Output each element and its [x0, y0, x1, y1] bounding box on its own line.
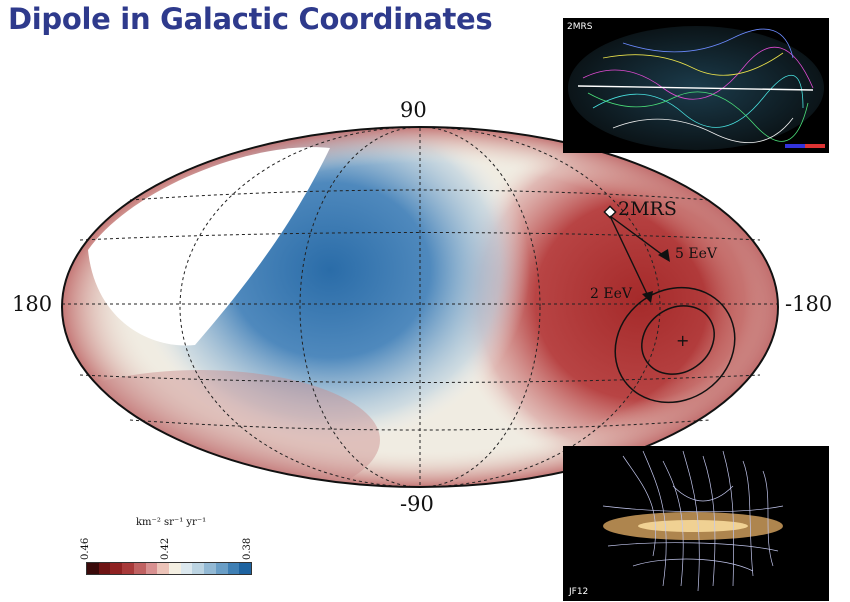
colorbar-swatch	[98, 563, 111, 574]
colorbar-swatch	[192, 563, 205, 574]
colorbar-tick-right: 0.38	[242, 537, 253, 560]
colorbar-tick-mid: 0.42	[160, 537, 171, 560]
lat-top-label: 90	[400, 98, 427, 122]
dipole-contours: +	[614, 286, 736, 404]
arrow-5eev	[609, 215, 665, 257]
lon-left-label: 180	[12, 292, 53, 316]
colorbar-swatch	[145, 563, 158, 574]
colorbar-unit: km⁻² sr⁻¹ yr⁻¹	[136, 517, 207, 528]
colorbar-tick-left: 0.46	[80, 537, 91, 560]
jf12-inset-image: JF12	[563, 446, 829, 601]
map-outline	[61, 126, 779, 488]
lat-bottom-label: -90	[400, 492, 434, 516]
unexposed-region	[88, 147, 330, 346]
colorbar	[86, 562, 252, 575]
label-5eev: 5 EeV	[675, 246, 718, 262]
label-2mrs: 2MRS	[618, 198, 677, 220]
colorbar-swatch	[157, 563, 170, 574]
arrow-2eev	[609, 215, 649, 297]
colorbar-swatch	[87, 563, 99, 574]
2mrs-inset-tag: 2MRS	[567, 22, 593, 32]
label-2eev: 2 EeV	[590, 286, 633, 302]
colorbar-swatch	[227, 563, 240, 574]
slide-title: Dipole in Galactic Coordinates	[8, 2, 493, 36]
colorbar-swatch	[180, 563, 193, 574]
lon-right-label: -180	[785, 292, 833, 316]
dipole-center-cross: +	[676, 331, 689, 350]
dipole-arrows	[603, 205, 665, 297]
colorbar-swatch	[110, 563, 123, 574]
colorbar-swatch	[169, 563, 181, 574]
jf12-inset-tag: JF12	[569, 587, 589, 597]
colorbar-swatch	[204, 563, 216, 574]
arrow-2eev-head	[642, 291, 653, 303]
arrow-5eev-head	[658, 249, 670, 262]
colorbar-swatch	[122, 563, 134, 574]
2mrs-inset-image: 2MRS	[563, 18, 829, 153]
colorbar-swatch	[239, 563, 252, 574]
colorbar-swatch	[215, 563, 228, 574]
2mrs-marker	[603, 205, 617, 219]
colorbar-swatch	[133, 563, 146, 574]
